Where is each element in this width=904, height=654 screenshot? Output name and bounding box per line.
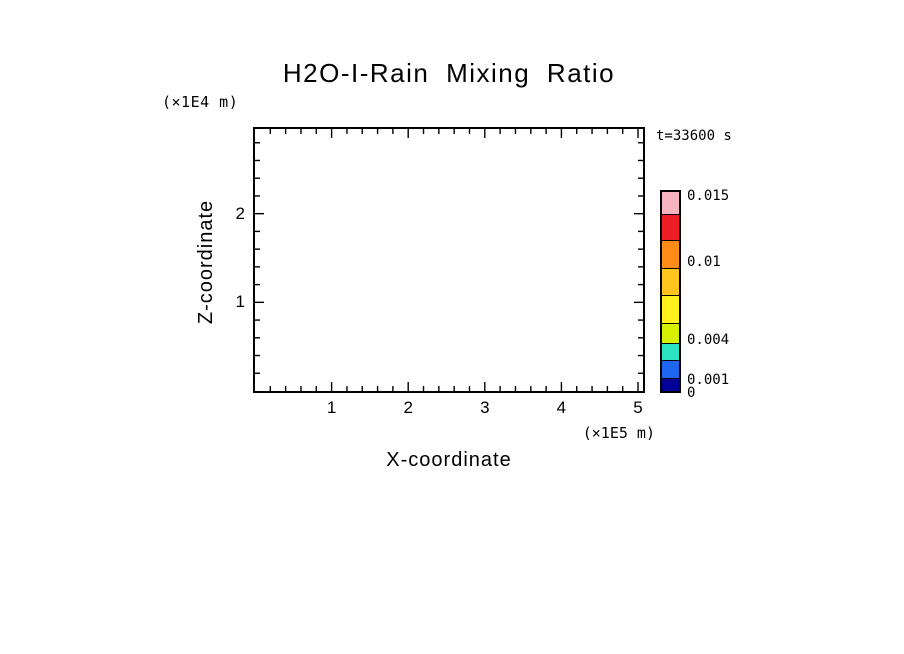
colorbar-segment — [662, 267, 679, 295]
plot-title: H2O-I-Rain Mixing Ratio — [282, 58, 616, 88]
colorbar-tick-label: 0 — [687, 385, 696, 401]
colorbar — [660, 190, 681, 393]
y-tick-label: 1 — [235, 292, 245, 312]
colorbar-segment — [662, 342, 679, 360]
y-axis-title: Z-coordinate — [195, 199, 217, 325]
x-axis-title: X-coordinate — [386, 449, 512, 471]
colorbar-segment — [662, 294, 679, 324]
x-tick-label: 4 — [556, 398, 567, 417]
x-tick-label: 3 — [480, 398, 490, 417]
x-axis-unit-label: (×1E5 m) — [582, 424, 655, 442]
colorbar-segment — [662, 192, 679, 214]
colorbar-tick-label: 0.004 — [687, 332, 730, 349]
time-annotation: t=33600 s — [656, 128, 732, 144]
x-tick-label: 2 — [403, 398, 413, 417]
plot-area — [253, 127, 645, 393]
axis-ticks — [255, 129, 643, 391]
y-axis-unit-label: (×1E4 m) — [162, 93, 239, 111]
x-tick-label: 5 — [633, 398, 643, 417]
colorbar-tick-label: 0.01 — [687, 254, 721, 271]
y-tick-label: 2 — [235, 203, 245, 223]
colorbar-tick-label: 0.001 — [687, 372, 730, 388]
colorbar-segment — [662, 240, 679, 268]
colorbar-segment — [662, 323, 679, 343]
colorbar-segment — [662, 213, 679, 241]
x-tick-label: 1 — [326, 398, 337, 417]
colorbar-tick-label: 0.015 — [687, 188, 730, 205]
colorbar-segment — [662, 359, 679, 378]
colorbar-segment — [662, 377, 679, 392]
